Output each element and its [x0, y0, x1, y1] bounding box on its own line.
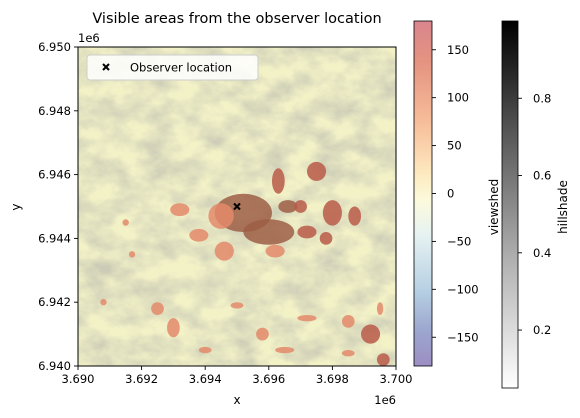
viewshed-colorbar-gradient: [414, 21, 432, 366]
legend: Observer location: [86, 54, 259, 81]
visible-area-patch: [230, 302, 244, 309]
visible-area-patch: [297, 225, 317, 239]
colorbar-tick-label: 50: [447, 139, 462, 153]
viewshed-visible-areas: [100, 161, 390, 366]
visible-area-patch: [100, 299, 107, 306]
viewshed-colorbar-ticks: 150 100 50 0 −50 −100 −150: [432, 43, 479, 344]
visible-area-patch: [198, 346, 212, 354]
x-tick-label: 3.700: [380, 372, 413, 386]
hillshade-colorbar-gradient: [502, 21, 518, 388]
y-tick-label: 6.940: [38, 359, 71, 373]
visible-area-patch: [348, 206, 362, 226]
plot-area: [78, 47, 396, 366]
visible-area-patch: [278, 200, 298, 213]
x-tick-label: 3.690: [62, 372, 95, 386]
x-tick-label: 3.692: [125, 372, 158, 386]
hillshade-colorbar-ticks: 0.8 0.6 0.4 0.2: [518, 91, 551, 337]
visible-area-patch: [265, 244, 285, 258]
colorbar-tick-label: 150: [447, 43, 469, 57]
visible-area-patch: [294, 200, 307, 213]
visible-area-patch: [376, 353, 390, 366]
colorbar-tick-label: 0.2: [533, 323, 551, 337]
colorbar-tick-label: 0: [447, 187, 454, 201]
colorbar-tick-label: 0.8: [533, 91, 551, 105]
visible-area-patch: [151, 302, 164, 315]
visible-area-patch: [128, 251, 136, 258]
legend-label: Observer location: [130, 61, 232, 75]
chart-title: Visible areas from the observer location: [92, 11, 381, 27]
visible-area-patch: [297, 314, 317, 322]
visible-area-patch: [214, 241, 234, 261]
y-tick-label: 6.950: [38, 40, 71, 54]
plot-frame: [77, 46, 397, 367]
y-tick-label: 6.946: [38, 168, 71, 182]
legend-box: [86, 54, 259, 81]
hillshade-colorbar-label: hillshade: [556, 180, 570, 234]
visible-area-patch: [122, 219, 129, 226]
visible-area-patch: [167, 318, 180, 338]
visible-area-patch: [319, 232, 333, 245]
visible-area-patch: [189, 228, 209, 242]
x-offset-text: 1e6: [374, 393, 396, 407]
colorbar-tick-label: −150: [447, 330, 479, 344]
x-tick-label: 3.698: [316, 372, 349, 386]
y-axis-label: y: [9, 203, 23, 210]
colorbar-tick-label: −100: [447, 282, 479, 296]
x-tick-label: 3.696: [252, 372, 285, 386]
y-offset-text: 1e6: [78, 31, 100, 45]
visible-area-patch: [170, 203, 190, 217]
visible-area-patch: [275, 346, 295, 354]
x-tick-label: 3.694: [189, 372, 222, 386]
observer-marker: [233, 202, 241, 211]
x-axis-label: x: [233, 393, 240, 407]
colorbar-tick-label: −50: [447, 234, 471, 248]
y-tick-label: 6.948: [38, 104, 71, 118]
visible-area-patch: [271, 168, 285, 194]
viewshed-colorbar-label: viewshed: [487, 179, 501, 236]
visible-area-patch: [256, 327, 269, 341]
visible-area-patch: [361, 324, 381, 344]
y-tick-label: 6.944: [38, 231, 71, 245]
visible-area-patch: [341, 350, 355, 357]
hillshade-colorbar: 0.8 0.6 0.4 0.2 hillshade: [501, 20, 570, 389]
legend-marker-icon: [102, 63, 110, 71]
visible-area-patch: [208, 203, 234, 229]
colorbar-tick-label: 0.4: [533, 246, 551, 260]
y-axis-ticks: 6.940 6.942 6.944 6.946 6.948 6.950: [38, 40, 78, 373]
visible-area-patch: [306, 161, 327, 181]
colorbar-tick-label: 100: [447, 91, 469, 105]
visible-area-patch: [243, 219, 295, 245]
visible-area-patch: [376, 302, 384, 315]
y-tick-label: 6.942: [38, 295, 71, 309]
x-axis-ticks: 3.690 3.692 3.694 3.696 3.698 3.700: [62, 366, 413, 386]
visible-area-patch: [341, 314, 355, 328]
visible-area-patch: [322, 200, 342, 226]
colorbar-tick-label: 0.6: [533, 169, 551, 183]
viewshed-colorbar: 150 100 50 0 −50 −100 −150 viewshed: [413, 20, 501, 367]
